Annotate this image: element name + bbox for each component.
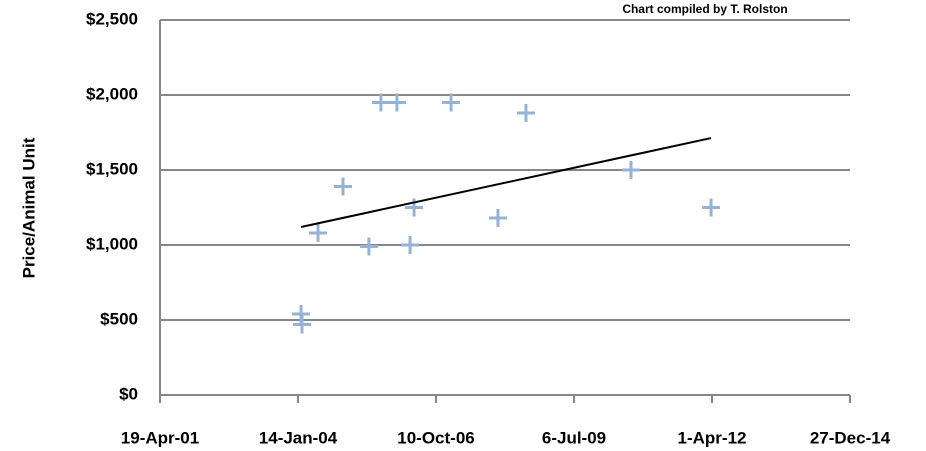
scatter-point (387, 93, 406, 112)
y-tick-label: $1,500 (86, 159, 138, 178)
y-tick-label: $0 (119, 384, 138, 403)
x-tick-label: 6-Jul-09 (542, 428, 606, 447)
scatter-point (359, 237, 378, 256)
scatter-point (293, 315, 312, 334)
annotation: Chart compiled by T. Rolston (622, 2, 787, 16)
y-axis-label: Price/Animal Unit (19, 137, 38, 278)
y-tick-label: $1,000 (86, 234, 138, 253)
x-tick-label: 1-Apr-12 (678, 428, 747, 447)
scatter-point (442, 93, 461, 112)
scatter-point (309, 224, 328, 242)
scatter-point (401, 236, 420, 254)
scatter-point (488, 209, 507, 227)
y-tick-label: $2,500 (86, 9, 138, 28)
scatter-point (371, 93, 390, 112)
y-tick-label: $500 (100, 309, 138, 328)
scatter-point (702, 198, 721, 217)
scatter-point (516, 104, 535, 122)
trendline (300, 137, 712, 228)
x-tick-label: 10-Oct-06 (397, 428, 474, 447)
x-tick-label: 14-Jan-04 (259, 428, 338, 447)
x-tick-label: 27-Dec-14 (810, 428, 891, 447)
scatter-point (333, 177, 352, 196)
x-tick-label: 19-Apr-01 (121, 428, 199, 447)
scatter-point (621, 161, 640, 179)
y-tick-label: $2,000 (86, 84, 138, 103)
